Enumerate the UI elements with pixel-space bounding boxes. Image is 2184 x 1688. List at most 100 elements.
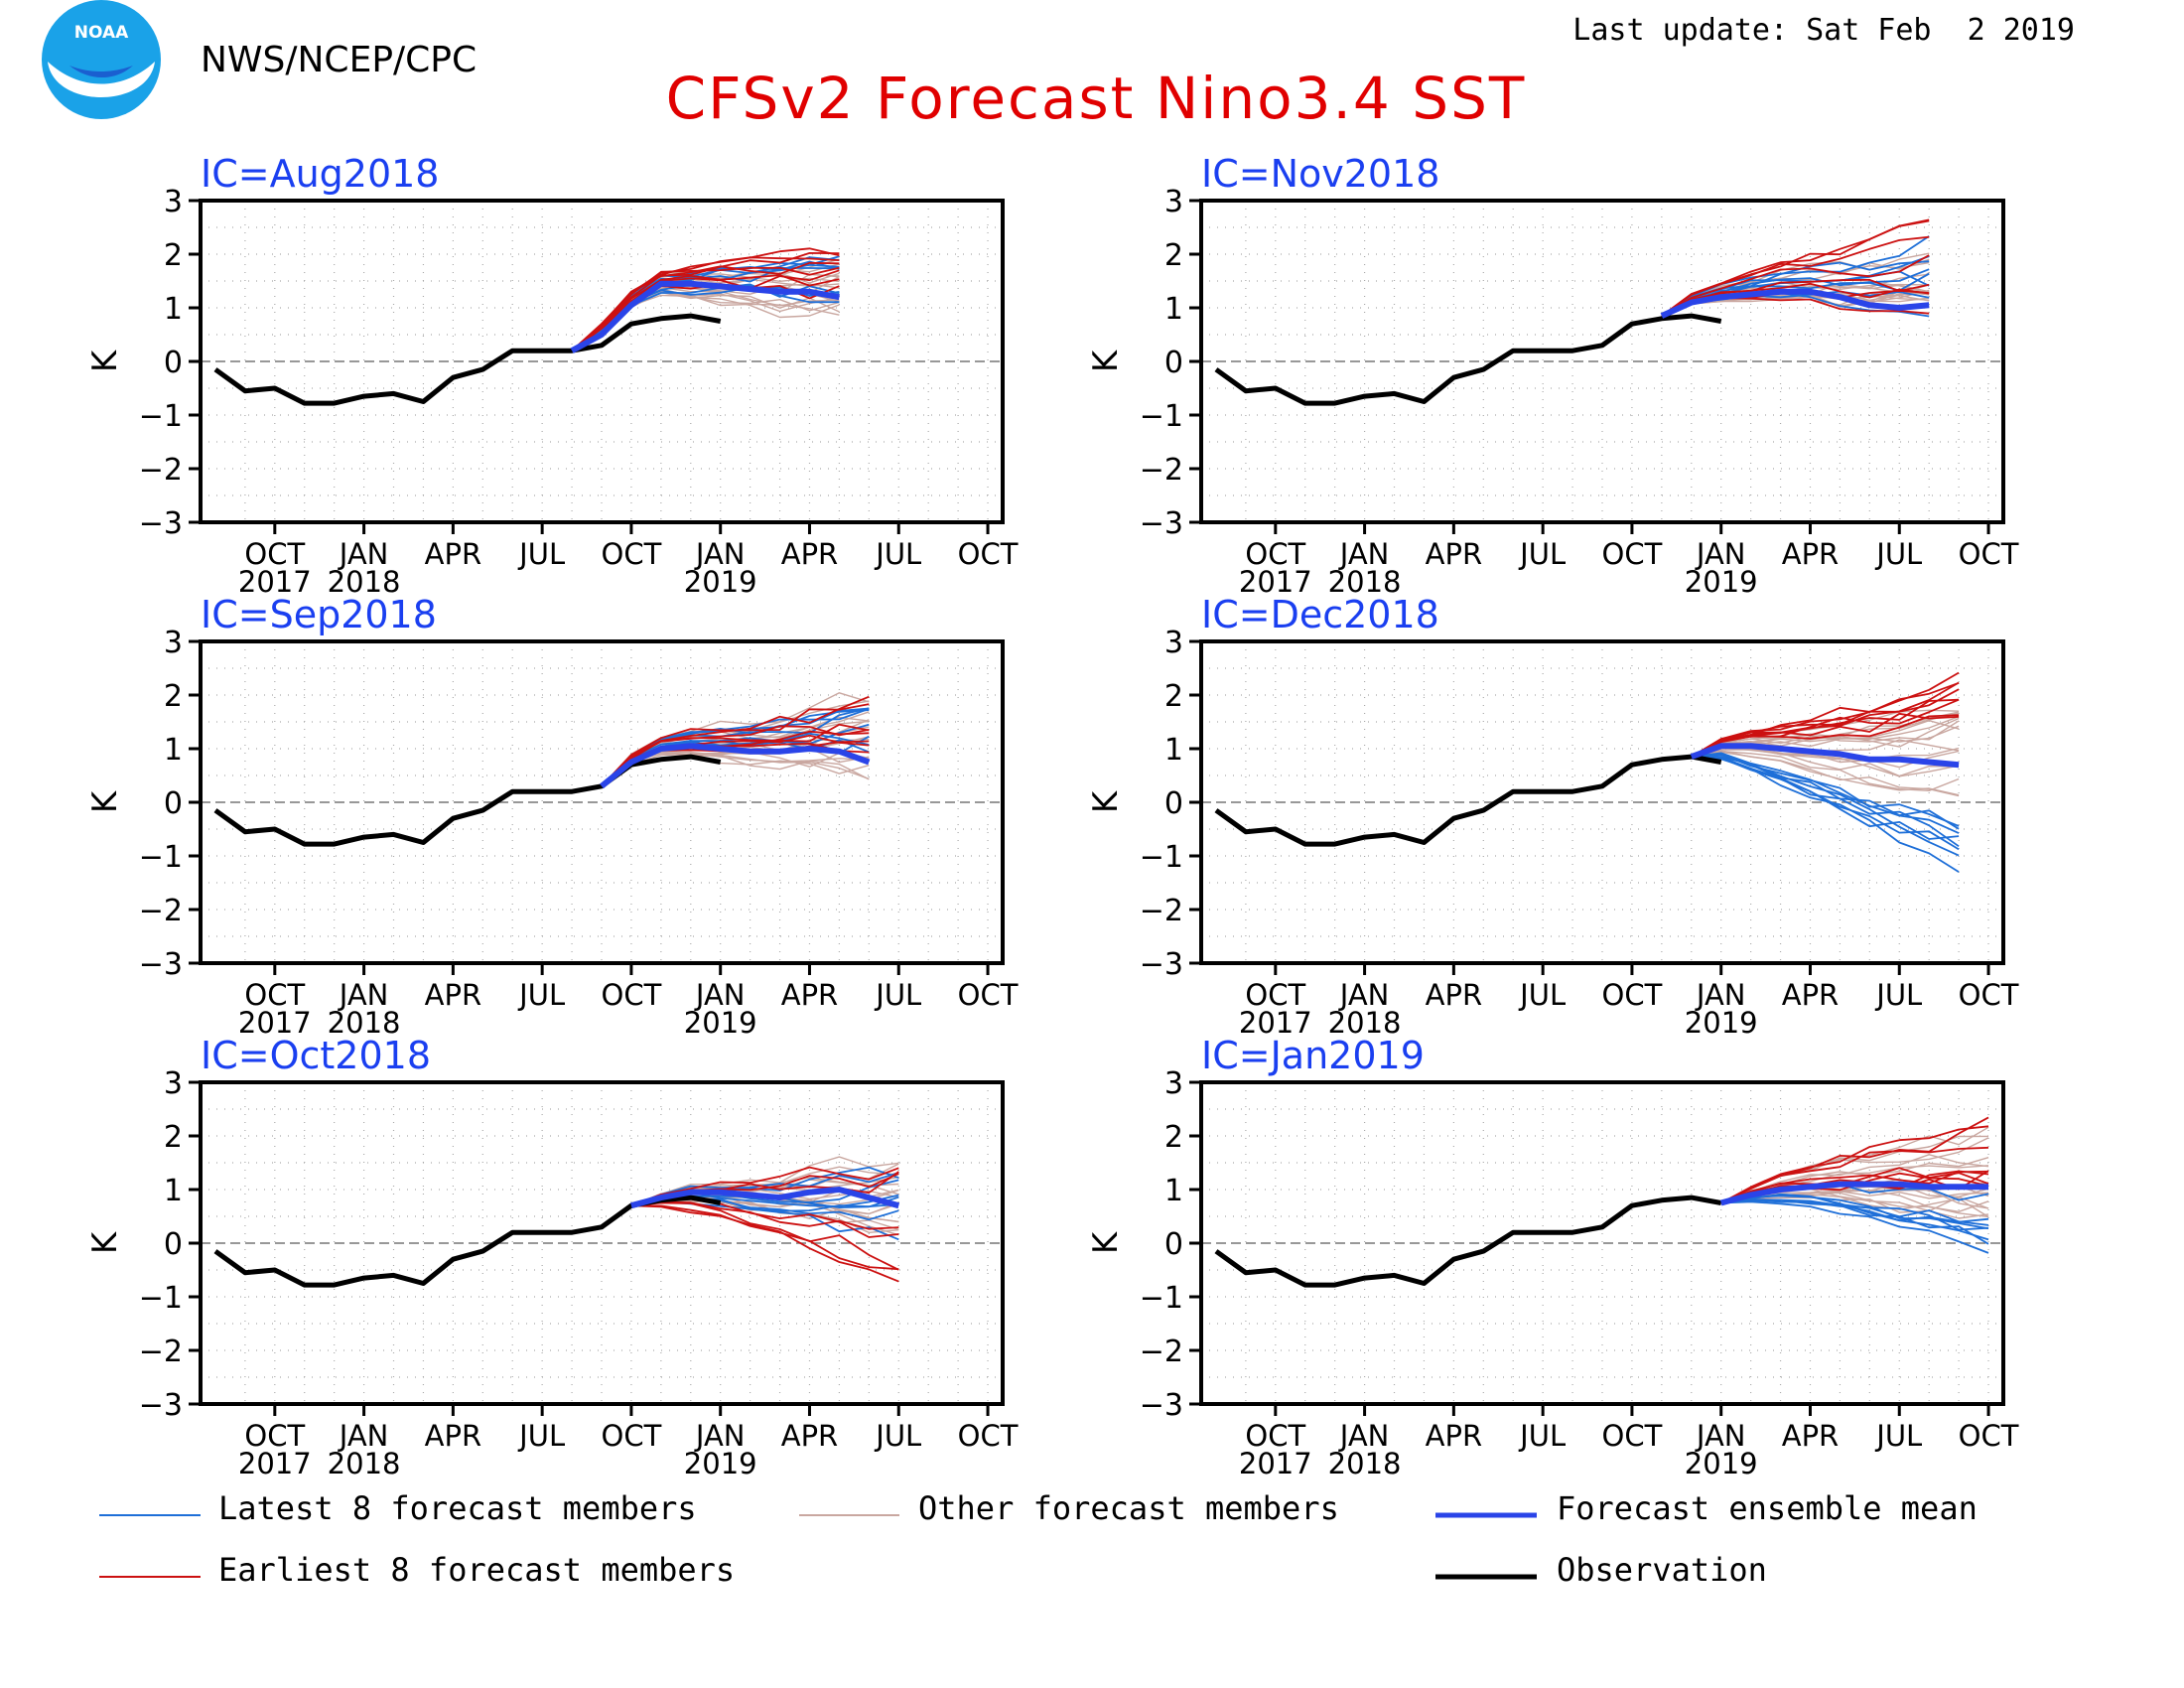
x-tick-label: OCT <box>1245 1419 1305 1453</box>
y-axis-label: K <box>1086 349 1126 372</box>
y-tick-label: −3 <box>1140 1388 1183 1423</box>
x-tick-label: JUL <box>874 537 921 571</box>
x-tick-year-label: 2019 <box>684 1447 757 1480</box>
observation-line <box>1214 313 1722 406</box>
x-tick-label: OCT <box>1245 978 1305 1012</box>
y-tick-label: −2 <box>1140 453 1183 488</box>
y-tick-label: 0 <box>1164 786 1183 821</box>
x-tick-label: APR <box>1426 978 1482 1012</box>
legend: Latest 8 forecast members Other forecast… <box>99 1489 1978 1589</box>
agency-label: NWS/NCEP/CPC <box>201 40 477 80</box>
other-member-line <box>1691 750 1960 796</box>
y-tick-label: −3 <box>139 947 183 982</box>
y-tick-label: 3 <box>164 1066 183 1101</box>
other-member-line <box>1691 749 1960 777</box>
x-tick-label: OCT <box>1602 537 1663 571</box>
x-tick-label: JAN <box>1338 978 1390 1012</box>
earliest-member-line <box>1661 235 1930 317</box>
latest-member-line <box>1691 756 1960 851</box>
y-tick-label: 3 <box>164 185 183 219</box>
x-tick-year-label: 2019 <box>684 1006 757 1040</box>
x-tick-label: JAN <box>1695 978 1746 1012</box>
latest-member-line <box>1720 1200 1989 1254</box>
x-tick-year-label: 2017 <box>238 1006 312 1040</box>
latest-member-line <box>1691 752 1960 834</box>
panel-title: IC=Aug2018 <box>201 152 440 196</box>
latest-member-line <box>1661 235 1930 317</box>
x-tick-label: JAN <box>694 537 746 571</box>
x-tick-label: OCT <box>602 537 662 571</box>
y-tick-label: −1 <box>139 1281 183 1316</box>
x-tick-label: OCT <box>958 1419 1019 1453</box>
earliest-member-line <box>1720 1146 1989 1204</box>
y-tick-label: 1 <box>1164 292 1183 327</box>
y-tick-label: −2 <box>1140 894 1183 928</box>
x-tick-label: JAN <box>1338 537 1390 571</box>
y-tick-label: −1 <box>1140 1281 1183 1316</box>
earliest-member-line <box>1720 1167 1989 1204</box>
y-tick-label: −1 <box>139 399 183 434</box>
x-tick-label: JUL <box>1874 978 1922 1012</box>
x-tick-label: OCT <box>244 1419 305 1453</box>
other-member-line <box>630 1156 899 1206</box>
x-tick-label: JUL <box>874 978 921 1012</box>
latest-member-line <box>1691 756 1960 840</box>
x-tick-label: OCT <box>244 537 305 571</box>
y-tick-label: 2 <box>1164 1120 1183 1155</box>
x-tick-year-label: 2017 <box>1239 565 1312 599</box>
observation-line <box>213 1195 722 1288</box>
x-tick-year-label: 2018 <box>1328 1006 1402 1040</box>
y-tick-label: 3 <box>1164 1066 1183 1101</box>
x-tick-label: APR <box>1782 537 1839 571</box>
earliest-member-line <box>571 274 840 352</box>
latest-member-line <box>1691 756 1960 857</box>
x-tick-label: OCT <box>1959 537 2019 571</box>
x-tick-year-label: 2019 <box>1685 565 1758 599</box>
x-tick-year-label: 2018 <box>328 1447 401 1480</box>
y-tick-label: 0 <box>164 786 183 821</box>
y-tick-label: 1 <box>164 1174 183 1208</box>
y-tick-label: −2 <box>1140 1335 1183 1369</box>
x-tick-label: JAN <box>1338 1419 1390 1453</box>
y-tick-label: 2 <box>164 1120 183 1155</box>
x-tick-year-label: 2017 <box>238 565 312 599</box>
x-tick-year-label: 2018 <box>1328 565 1402 599</box>
x-tick-label: JUL <box>517 1419 565 1453</box>
y-tick-label: −2 <box>139 894 183 928</box>
x-tick-label: JAN <box>1695 1419 1746 1453</box>
x-tick-year-label: 2019 <box>684 565 757 599</box>
x-tick-label: JAN <box>694 978 746 1012</box>
panel-title: IC=Oct2018 <box>201 1034 431 1077</box>
y-tick-label: −3 <box>1140 947 1183 982</box>
latest-member-line <box>630 1172 899 1207</box>
earliest-member-line <box>1661 278 1930 317</box>
other-member-line <box>1720 1196 1989 1219</box>
y-tick-label: 3 <box>164 626 183 660</box>
x-tick-label: APR <box>781 1419 838 1453</box>
y-tick-label: 0 <box>164 1227 183 1262</box>
x-tick-label: OCT <box>602 1419 662 1453</box>
x-tick-label: OCT <box>1245 537 1305 571</box>
x-tick-label: APR <box>425 978 481 1012</box>
latest-member-line <box>1691 753 1960 830</box>
ensemble-mean-line <box>630 1187 900 1209</box>
x-tick-label: OCT <box>958 978 1019 1012</box>
ensemble-mean-line <box>1660 288 1930 319</box>
earliest-member-line <box>571 247 840 352</box>
y-tick-label: 1 <box>1164 1174 1183 1208</box>
observation-line <box>1214 1195 1722 1288</box>
earliest-member-line <box>1691 681 1960 758</box>
x-tick-label: JAN <box>338 978 389 1012</box>
y-tick-label: 2 <box>164 679 183 714</box>
last-update: Last update: Sat Feb 2 2019 <box>1572 13 2075 48</box>
x-tick-year-label: 2018 <box>1328 1447 1402 1480</box>
x-tick-label: APR <box>1782 1419 1839 1453</box>
legend-mean-label: Forecast ensemble mean <box>1557 1489 1978 1527</box>
panel-title: IC=Jan2019 <box>1201 1034 1425 1077</box>
panel-title: IC=Sep2018 <box>201 593 437 636</box>
